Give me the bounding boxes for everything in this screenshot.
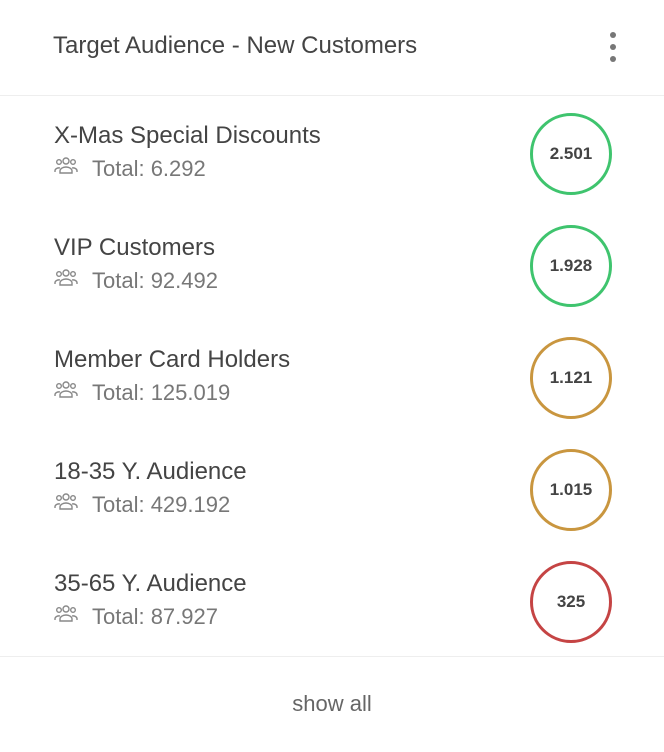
total-text: Total: 92.492 (92, 268, 218, 293)
total-text: Total: 125.019 (92, 380, 231, 405)
audience-list-item[interactable]: 18-35 Y. Audience Total: 429.192 1.015 (0, 448, 664, 560)
users-icon (54, 604, 92, 630)
audience-name: VIP Customers (54, 234, 215, 261)
audience-name: 18-35 Y. Audience (54, 458, 247, 485)
audience-total: Total: 92.492 (54, 268, 218, 294)
audience-name: 35-65 Y. Audience (54, 570, 247, 597)
card-header: Target Audience - New Customers (0, 0, 664, 96)
users-icon (54, 492, 92, 518)
users-icon (54, 380, 92, 406)
total-text: Total: 6.292 (92, 156, 206, 181)
card-footer: show all (0, 656, 664, 752)
audience-list-item[interactable]: VIP Customers Total: 92.492 1.928 (0, 224, 664, 336)
card-title: Target Audience - New Customers (53, 32, 418, 59)
audience-name: Member Card Holders (54, 346, 291, 373)
count-badge: 1.121 (530, 337, 612, 419)
audience-name: X-Mas Special Discounts (54, 122, 321, 149)
audience-total: Total: 6.292 (54, 156, 206, 182)
audience-total: Total: 125.019 (54, 380, 230, 406)
audience-total: Total: 429.192 (54, 492, 230, 518)
count-badge: 325 (530, 561, 612, 643)
total-text: Total: 429.192 (92, 492, 231, 517)
more-vertical-icon[interactable] (604, 32, 622, 66)
total-text: Total: 87.927 (92, 604, 218, 629)
users-icon (54, 268, 92, 294)
count-badge: 1.015 (530, 449, 612, 531)
audience-list-item[interactable]: Member Card Holders Total: 125.019 1.121 (0, 336, 664, 448)
count-badge: 2.501 (530, 113, 612, 195)
audience-list-item[interactable]: X-Mas Special Discounts Total: 6.292 2.5… (0, 112, 664, 224)
users-icon (54, 156, 92, 182)
show-all-link[interactable]: show all (292, 691, 372, 716)
audience-total: Total: 87.927 (54, 604, 218, 630)
count-badge: 1.928 (530, 225, 612, 307)
audience-list-item[interactable]: 35-65 Y. Audience Total: 87.927 325 (0, 560, 664, 672)
